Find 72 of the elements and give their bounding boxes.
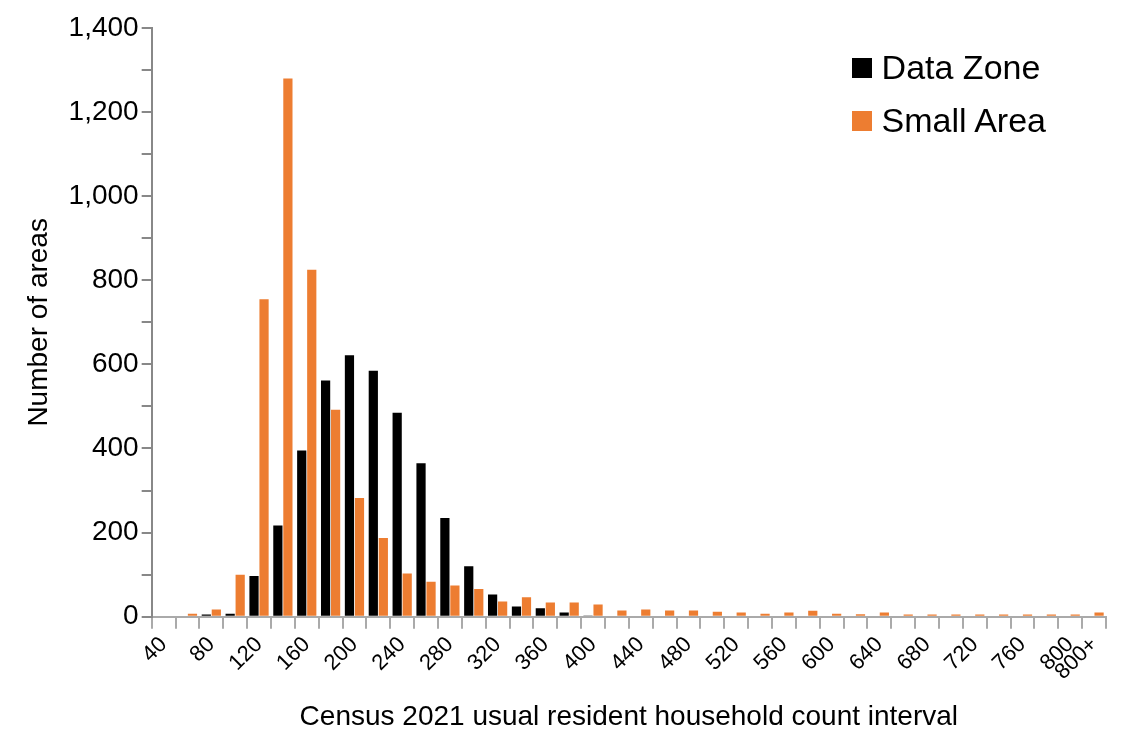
bar (521, 597, 532, 616)
bar (688, 610, 699, 616)
bar (641, 609, 651, 616)
bar (273, 525, 283, 616)
bar (249, 575, 259, 616)
x-tick-label: 400 (557, 631, 601, 675)
bar (545, 602, 555, 616)
x-tick-label: 520 (700, 631, 745, 675)
bar (464, 566, 474, 616)
x-tick-label: 160 (270, 631, 315, 675)
bar (808, 610, 818, 616)
bar (712, 611, 722, 616)
x-tick-label: 280 (414, 631, 458, 675)
y-tick-label: 1,200 (68, 94, 139, 126)
bar (511, 606, 522, 616)
bar (378, 538, 388, 616)
x-tick-label: 40 (136, 631, 172, 667)
bar (535, 608, 545, 616)
bar (559, 612, 569, 616)
bar (354, 498, 365, 616)
x-tick-label: 200 (318, 631, 363, 675)
x-tick-label: 80 (184, 631, 220, 667)
x-tick-label: 360 (509, 631, 554, 675)
x-tick-label: 440 (604, 631, 649, 675)
bar (617, 610, 627, 616)
x-tick-label: 680 (891, 631, 935, 675)
bar (426, 581, 436, 616)
x-tick-label: 640 (843, 631, 888, 675)
bar (1094, 612, 1104, 616)
y-axis-title: Number of areas (21, 218, 53, 427)
bar (569, 602, 579, 616)
y-tick-label: 600 (91, 347, 139, 379)
x-axis-title: Census 2021 usual resident household count interval (299, 699, 959, 731)
bar (283, 78, 293, 616)
y-tick-label: 1,400 (68, 10, 139, 42)
y-tick-label: 200 (91, 515, 139, 547)
bar (879, 612, 889, 616)
bar (498, 601, 508, 616)
bar (736, 612, 746, 616)
x-tick-label: 720 (938, 631, 983, 675)
x-tick-label: 560 (748, 631, 792, 675)
bar (784, 612, 794, 616)
x-tick-label: 600 (795, 631, 840, 675)
bar (474, 588, 484, 616)
bar (440, 517, 450, 616)
bar (392, 412, 402, 616)
bar (416, 463, 426, 616)
bar (320, 380, 331, 616)
y-tick-label: 400 (91, 431, 139, 463)
x-tick-label: 480 (652, 631, 697, 675)
bar (368, 370, 378, 616)
bar (402, 573, 412, 616)
x-tick-label: 120 (223, 631, 267, 675)
x-tick-label: 760 (986, 631, 1031, 675)
bar (344, 355, 355, 616)
y-tick-label: 1,000 (68, 178, 139, 210)
x-tick-label: 320 (461, 631, 506, 675)
legend-label: Small Area (881, 101, 1046, 140)
bar (297, 450, 307, 616)
bar (593, 604, 603, 616)
bar (235, 574, 245, 616)
legend-label: Data Zone (881, 48, 1041, 87)
bar (307, 269, 317, 616)
bar (211, 609, 221, 616)
y-tick-label: 800 (91, 263, 139, 295)
x-tick-label: 240 (366, 631, 410, 675)
bar (331, 409, 341, 616)
y-tick-label: 0 (123, 599, 139, 631)
bar (665, 610, 675, 616)
bar (259, 299, 269, 616)
bar (450, 585, 460, 616)
bar (487, 594, 498, 616)
